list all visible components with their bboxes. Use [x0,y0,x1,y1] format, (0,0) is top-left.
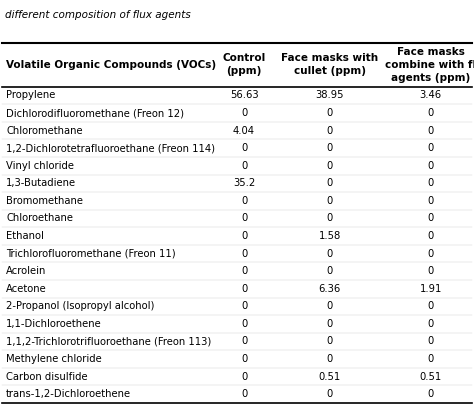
Text: 0: 0 [241,389,247,399]
Text: Trichlorofluoromethane (Freon 11): Trichlorofluoromethane (Freon 11) [6,249,176,258]
Text: 0: 0 [327,196,333,206]
Text: 0: 0 [428,161,434,171]
Text: 0: 0 [428,213,434,223]
Text: Ethanol: Ethanol [6,231,44,241]
Text: 0: 0 [241,108,247,118]
Text: 38.95: 38.95 [315,90,344,101]
Text: 0: 0 [241,213,247,223]
Text: 0: 0 [428,143,434,153]
Text: 0: 0 [327,354,333,364]
Text: Carbon disulfide: Carbon disulfide [6,372,88,382]
Text: 0: 0 [327,389,333,399]
Text: 0: 0 [327,126,333,136]
Text: 0: 0 [327,161,333,171]
Text: 0.51: 0.51 [419,372,442,382]
Text: 1,1,2-Trichlorotrifluoroethane (Freon 113): 1,1,2-Trichlorotrifluoroethane (Freon 11… [6,337,211,346]
Text: 1.91: 1.91 [419,284,442,294]
Text: 0: 0 [428,266,434,276]
Text: 0: 0 [428,196,434,206]
Text: 0: 0 [428,178,434,188]
Text: 0: 0 [241,354,247,364]
Text: 0: 0 [241,266,247,276]
Text: different composition of flux agents: different composition of flux agents [5,10,191,20]
Text: 0: 0 [327,266,333,276]
Text: Control
(ppm): Control (ppm) [222,53,265,76]
Text: 0: 0 [327,178,333,188]
Text: Acrolein: Acrolein [6,266,46,276]
Text: 0: 0 [241,372,247,382]
Text: 0: 0 [327,249,333,258]
Text: 0: 0 [327,337,333,346]
Text: Dichlorodifluoromethane (Freon 12): Dichlorodifluoromethane (Freon 12) [6,108,184,118]
Text: 0: 0 [241,301,247,311]
Text: Volatile Organic Compounds (VOCs): Volatile Organic Compounds (VOCs) [6,60,216,70]
Text: 0: 0 [428,301,434,311]
Text: 0: 0 [241,196,247,206]
Text: 1,1-Dichloroethene: 1,1-Dichloroethene [6,319,102,329]
Text: Bromomethane: Bromomethane [6,196,83,206]
Text: 0: 0 [428,249,434,258]
Text: 0: 0 [327,301,333,311]
Text: 0: 0 [241,161,247,171]
Text: 0: 0 [428,354,434,364]
Text: 0: 0 [241,337,247,346]
Text: 0: 0 [428,231,434,241]
Text: 0.51: 0.51 [319,372,341,382]
Text: 1,3-Butadiene: 1,3-Butadiene [6,178,76,188]
Text: 0: 0 [327,319,333,329]
Text: 3.46: 3.46 [419,90,442,101]
Text: 1,2-Dichlorotetrafluoroethane (Freon 114): 1,2-Dichlorotetrafluoroethane (Freon 114… [6,143,215,153]
Text: Propylene: Propylene [6,90,55,101]
Text: 0: 0 [241,143,247,153]
Text: 0: 0 [428,126,434,136]
Text: 0: 0 [327,143,333,153]
Text: 0: 0 [241,231,247,241]
Text: 6.36: 6.36 [319,284,341,294]
Text: Chloroethane: Chloroethane [6,213,73,223]
Text: 0: 0 [241,249,247,258]
Text: 0: 0 [428,319,434,329]
Text: 0: 0 [327,213,333,223]
Text: 4.04: 4.04 [233,126,255,136]
Text: 0: 0 [327,108,333,118]
Text: 0: 0 [241,319,247,329]
Text: 0: 0 [241,284,247,294]
Text: 0: 0 [428,337,434,346]
Text: 2-Propanol (Isopropyl alcohol): 2-Propanol (Isopropyl alcohol) [6,301,155,311]
Text: 56.63: 56.63 [230,90,258,101]
Text: Vinyl chloride: Vinyl chloride [6,161,74,171]
Text: 0: 0 [428,389,434,399]
Text: 35.2: 35.2 [233,178,255,188]
Text: Chloromethane: Chloromethane [6,126,83,136]
Text: 1.58: 1.58 [319,231,341,241]
Text: 0: 0 [428,108,434,118]
Text: Face masks with
cullet (ppm): Face masks with cullet (ppm) [281,53,378,76]
Text: Acetone: Acetone [6,284,47,294]
Text: trans-1,2-Dichloroethene: trans-1,2-Dichloroethene [6,389,131,399]
Text: Methylene chloride: Methylene chloride [6,354,102,364]
Text: Face masks
combine with fl
agents (ppm): Face masks combine with fl agents (ppm) [385,47,474,83]
